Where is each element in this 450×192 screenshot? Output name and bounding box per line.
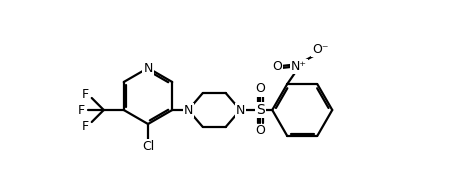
Text: S: S xyxy=(256,103,265,117)
Text: O: O xyxy=(272,60,282,73)
Text: O: O xyxy=(255,83,265,95)
Text: F: F xyxy=(82,119,89,132)
Text: F: F xyxy=(78,103,86,117)
Text: N⁺: N⁺ xyxy=(291,60,307,73)
Text: N: N xyxy=(143,61,153,74)
Text: F: F xyxy=(82,88,89,100)
Text: N: N xyxy=(235,103,245,117)
Text: N: N xyxy=(184,103,193,117)
Text: O⁻: O⁻ xyxy=(312,42,328,55)
Text: O: O xyxy=(255,124,265,137)
Text: Cl: Cl xyxy=(142,140,154,152)
